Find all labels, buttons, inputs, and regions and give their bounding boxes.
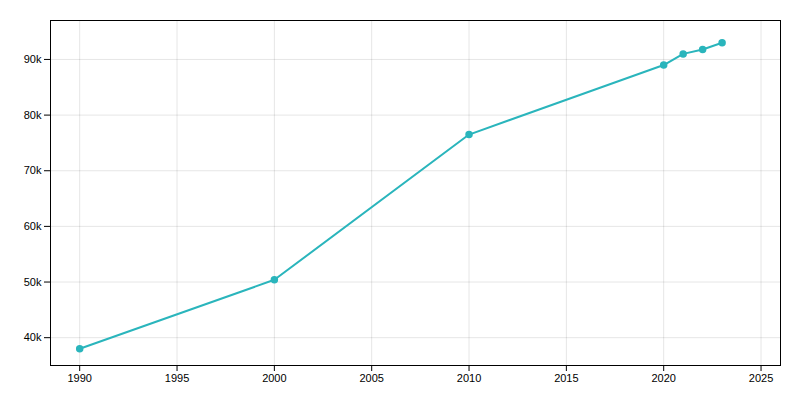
svg-text:80k: 80k [24,109,42,121]
svg-text:2010: 2010 [457,372,481,384]
svg-text:2020: 2020 [651,372,675,384]
svg-text:90k: 90k [24,53,42,65]
svg-text:40k: 40k [24,331,42,343]
svg-text:60k: 60k [24,220,42,232]
svg-text:2000: 2000 [262,372,286,384]
svg-text:2005: 2005 [359,372,383,384]
svg-text:2025: 2025 [749,372,773,384]
svg-text:1995: 1995 [165,372,189,384]
svg-text:50k: 50k [24,276,42,288]
svg-text:2015: 2015 [554,372,578,384]
svg-text:1990: 1990 [67,372,91,384]
svg-text:70k: 70k [24,164,42,176]
